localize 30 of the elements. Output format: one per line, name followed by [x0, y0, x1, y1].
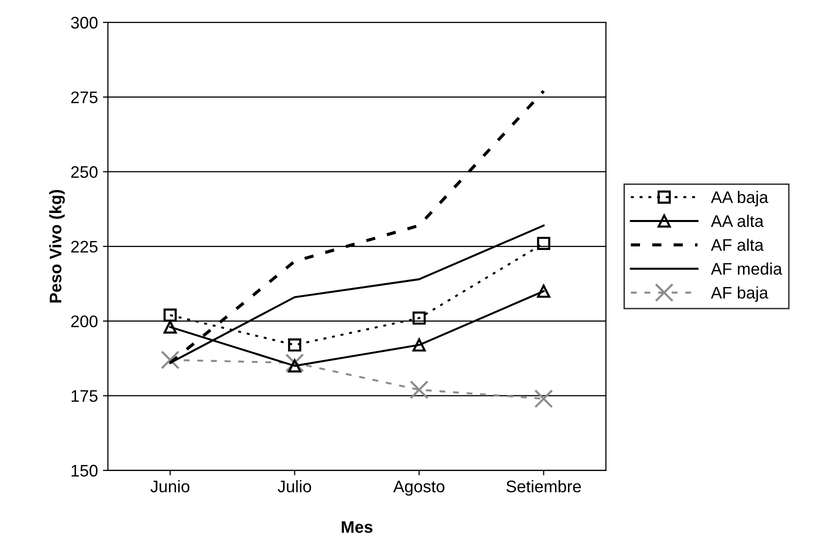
- legend-label: AF media: [710, 262, 782, 275]
- point: [164, 320, 177, 334]
- y-tick-label: 150: [72, 464, 98, 477]
- legend-label: AA alta: [710, 214, 764, 228]
- legend-label: AF baja: [710, 286, 768, 302]
- point: [537, 284, 550, 298]
- y-axis-title: Peso Vivo (kg): [49, 190, 65, 303]
- point: [412, 338, 426, 352]
- legend-label: AF alta: [710, 238, 764, 251]
- x-tick-label: Julio: [278, 480, 312, 492]
- point: [288, 338, 302, 352]
- y-tick-label: 175: [72, 390, 98, 402]
- y-tick-label: 300: [71, 16, 98, 29]
- x-axis-title: Mes: [342, 521, 372, 533]
- x-tick-label: Agosto: [393, 480, 444, 496]
- x-tick-label: Junio: [150, 480, 190, 492]
- x-tick-label: Setiembre: [506, 480, 581, 492]
- point: [534, 389, 554, 408]
- y-tick-label: 200: [71, 315, 98, 328]
- point: [412, 311, 426, 325]
- point: [160, 350, 180, 370]
- y-tick-label: 225: [71, 240, 98, 253]
- y-tick-label: 250: [71, 166, 98, 178]
- point: [164, 308, 177, 322]
- point: [410, 380, 429, 400]
- y-tick-label: 275: [71, 91, 98, 104]
- point: [285, 354, 304, 372]
- point: [537, 236, 550, 250]
- legend-label: AA baja: [710, 190, 768, 206]
- point: [288, 359, 302, 372]
